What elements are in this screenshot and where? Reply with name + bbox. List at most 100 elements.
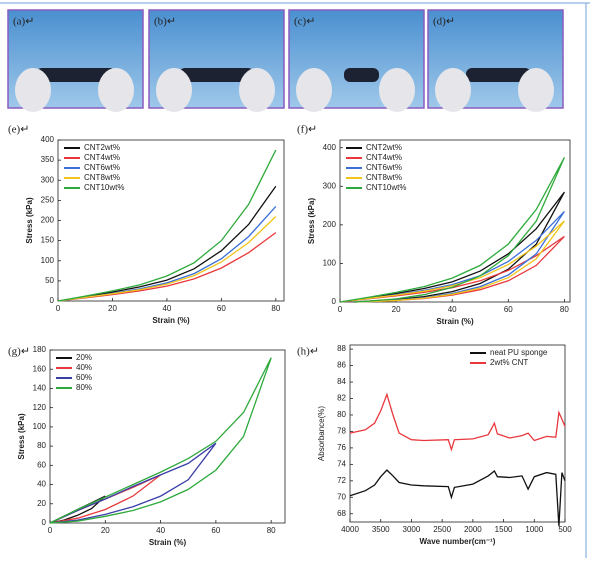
- y-tick-label: 0: [42, 518, 47, 527]
- sponge: [36, 68, 116, 82]
- glove: [518, 68, 554, 112]
- legend-label: 80%: [76, 383, 92, 392]
- legend-label: CNT2wt%: [84, 143, 120, 152]
- x-tick-label: 40: [156, 526, 165, 535]
- y-tick-label: 50: [45, 276, 54, 285]
- legend-label: CNT10wt%: [84, 183, 124, 192]
- x-tick-label: 80: [267, 526, 276, 535]
- y-axis-label: Stress (kPa): [17, 413, 26, 460]
- x-tick-label: 0: [56, 304, 61, 313]
- y-tick-label: 72: [337, 476, 346, 485]
- legend-label: 2wt% CNT: [490, 358, 528, 367]
- legend-label: CNT4wt%: [366, 153, 402, 162]
- y-tick-label: 86: [337, 361, 346, 370]
- y-tick-label: 78: [337, 427, 346, 436]
- legend-label: CNT6wt%: [84, 163, 120, 172]
- panel-label: (h)↵: [297, 346, 319, 358]
- y-tick-label: 150: [41, 236, 55, 245]
- glove: [435, 68, 471, 112]
- glove: [156, 68, 192, 112]
- y-tick-label: 82: [337, 394, 346, 403]
- y-tick-label: 40: [37, 480, 46, 489]
- legend-label: CNT2wt%: [366, 143, 402, 152]
- series-line: [57, 149, 277, 302]
- y-tick-label: 160: [33, 364, 47, 373]
- legend-label: 60%: [76, 373, 92, 382]
- legend-label: 20%: [76, 353, 92, 362]
- series-line: [49, 357, 272, 524]
- legend-label: CNT10wt%: [366, 183, 406, 192]
- glove: [239, 68, 275, 112]
- x-tick-label: 60: [211, 526, 220, 535]
- y-tick-label: 180: [33, 345, 47, 354]
- x-tick-label: 3500: [372, 525, 390, 534]
- x-tick-label: 20: [101, 526, 110, 535]
- x-axis-label: Wave number(cm⁻¹): [420, 537, 496, 546]
- y-tick-label: 120: [33, 403, 47, 412]
- x-tick-label: 40: [448, 305, 457, 314]
- x-axis-label: Strain (%): [436, 317, 474, 326]
- panel-label: (f)↵: [297, 124, 317, 136]
- y-tick-label: 0: [50, 296, 55, 305]
- x-tick-label: 1000: [525, 525, 543, 534]
- x-axis-label: Strain (%): [152, 316, 190, 325]
- y-tick-label: 400: [41, 135, 55, 144]
- series-line: [339, 191, 565, 303]
- y-tick-label: 20: [37, 499, 46, 508]
- x-tick-label: 3000: [403, 525, 421, 534]
- photo-label: (b)↵: [154, 16, 176, 28]
- y-tick-label: 68: [337, 509, 346, 518]
- x-tick-label: 80: [271, 304, 280, 313]
- series-line: [349, 392, 566, 452]
- y-axis-label: Stress (kPa): [307, 198, 316, 245]
- y-tick-label: 0: [332, 297, 337, 306]
- series-line: [57, 232, 277, 302]
- x-axis-label: Strain (%): [149, 538, 187, 547]
- series-line: [49, 442, 217, 524]
- glove: [379, 68, 415, 112]
- y-tick-label: 74: [337, 459, 346, 468]
- x-tick-label: 2000: [464, 525, 482, 534]
- y-tick-label: 300: [41, 175, 55, 184]
- plot-frame: [339, 139, 571, 303]
- y-tick-label: 70: [337, 492, 346, 501]
- panel-label: (g)↵: [8, 346, 30, 358]
- series-line: [339, 210, 565, 303]
- x-tick-label: 20: [108, 304, 117, 313]
- y-tick-label: 100: [33, 422, 47, 431]
- series-line: [57, 205, 277, 302]
- legend-label: neat PU sponge: [490, 348, 548, 357]
- legend-label: CNT4wt%: [84, 153, 120, 162]
- y-tick-label: 84: [337, 377, 346, 386]
- y-tick-label: 200: [323, 220, 337, 229]
- y-tick-label: 250: [41, 195, 55, 204]
- y-tick-label: 100: [323, 259, 337, 268]
- y-tick-label: 350: [41, 155, 55, 164]
- y-tick-label: 100: [41, 256, 55, 265]
- x-tick-label: 4000: [341, 525, 359, 534]
- series-line: [339, 157, 565, 303]
- legend-label: CNT8wt%: [84, 173, 120, 182]
- glove: [296, 68, 332, 112]
- y-tick-label: 80: [37, 441, 46, 450]
- x-tick-label: 0: [48, 526, 53, 535]
- y-axis-label: Absorbance(%): [317, 406, 326, 461]
- series-line: [349, 469, 566, 527]
- series-line: [339, 220, 565, 303]
- y-tick-label: 400: [323, 143, 337, 152]
- x-tick-label: 0: [338, 305, 343, 314]
- x-tick-label: 40: [162, 304, 171, 313]
- plot-frame: [49, 349, 286, 524]
- glove: [15, 68, 51, 112]
- y-tick-label: 88: [337, 344, 346, 353]
- glove: [98, 68, 134, 112]
- series-line: [57, 185, 277, 302]
- x-tick-label: 60: [504, 305, 513, 314]
- photo-label: (a)↵: [13, 16, 34, 28]
- x-tick-label: 1500: [495, 525, 513, 534]
- x-tick-label: 2500: [433, 525, 451, 534]
- y-tick-label: 140: [33, 384, 47, 393]
- panel-label: (e)↵: [8, 124, 29, 136]
- y-tick-label: 300: [323, 181, 337, 190]
